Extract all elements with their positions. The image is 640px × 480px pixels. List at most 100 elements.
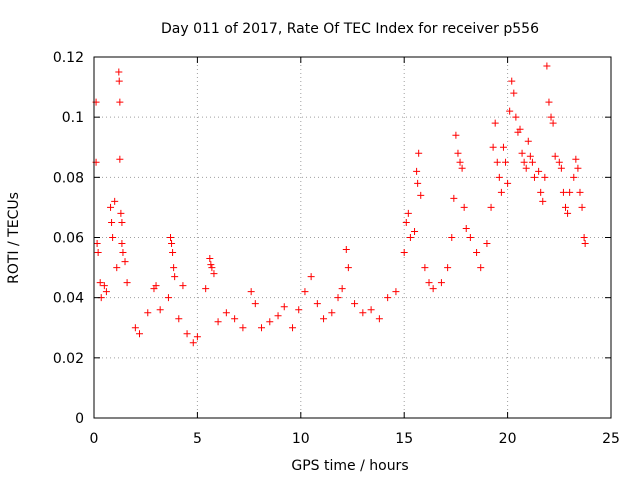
data-point [537,188,545,196]
data-point [118,240,126,248]
data-point [359,309,367,317]
data-point [117,209,125,217]
data-point [193,333,201,341]
data-point [328,309,336,317]
data-point [384,294,392,302]
data-point [274,312,282,320]
data-point [102,288,110,296]
data-point [189,339,197,347]
data-point [444,264,452,272]
y-tick-label: 0.08 [53,170,84,186]
data-point [574,164,582,172]
data-point [547,113,555,121]
data-point [545,98,553,106]
data-point [559,188,567,196]
data-point [402,218,410,226]
data-point [116,155,124,163]
data-point [555,158,563,166]
x-tick-label: 10 [292,431,310,447]
data-point [338,285,346,293]
data-point [489,143,497,151]
data-point [564,209,572,217]
data-point [477,264,485,272]
x-tick-label: 5 [193,431,202,447]
data-point [404,209,412,217]
data-point [502,158,510,166]
data-point [504,179,512,187]
data-point [135,330,143,338]
data-point [115,77,123,85]
data-point [131,324,139,332]
data-point [222,309,230,317]
data-point [111,197,119,205]
data-point [406,234,414,241]
data-point [118,218,126,226]
data-point [456,158,464,166]
data-point [543,62,551,70]
data-point [530,173,538,181]
data-point [411,227,419,235]
data-point [164,294,172,302]
data-point [499,143,507,151]
data-point [466,234,474,241]
data-point [115,68,123,76]
data-point [541,173,549,181]
data-point [170,264,178,272]
data-point [320,315,328,323]
data-point [208,264,216,272]
data-point [351,300,359,308]
data-point [258,324,266,332]
y-tick-label: 0.02 [53,351,84,367]
data-point [171,273,179,281]
data-point [483,240,491,248]
data-point [179,282,187,290]
data-point [562,203,570,211]
data-point [510,89,518,97]
data-point [334,294,342,302]
data-point [578,203,586,211]
data-point [100,282,108,290]
data-point [113,264,121,272]
data-point [116,98,124,106]
data-point [167,234,175,241]
x-tick-label: 25 [602,431,620,447]
data-point [549,119,557,127]
data-point [572,155,580,163]
data-point [452,131,460,139]
data-point [512,113,520,121]
data-point [576,188,584,196]
data-point [539,197,547,205]
data-point [175,315,183,323]
data-point [123,279,131,287]
data-point [557,164,565,172]
data-point [566,188,574,196]
data-point [454,149,462,157]
tick-labels: 0 5 10 15 20 25 0 0.02 0.04 0.06 0.08 0.1 0.12 [53,50,620,447]
y-tick-label: 0.12 [53,50,84,66]
data-point [518,149,526,157]
data-point [415,149,423,157]
data-point [526,152,534,160]
data-point [375,315,383,323]
data-point [210,270,218,278]
data-point [307,273,315,281]
data-point [429,285,437,293]
data-point [417,191,425,199]
data-point [460,203,468,211]
data-point [421,264,429,272]
data-point [462,224,470,232]
data-point [121,258,129,266]
data-point [289,324,297,332]
data-point [491,119,499,127]
data-point [367,306,375,314]
grid-lines [94,57,611,418]
data-point [414,179,422,187]
data-point [524,137,532,145]
data-point [280,303,288,311]
y-tick-label: 0.06 [53,231,84,247]
data-point [570,173,578,181]
data-point [344,264,352,272]
y-tick-label: 0 [75,411,84,427]
data-point [206,255,214,263]
